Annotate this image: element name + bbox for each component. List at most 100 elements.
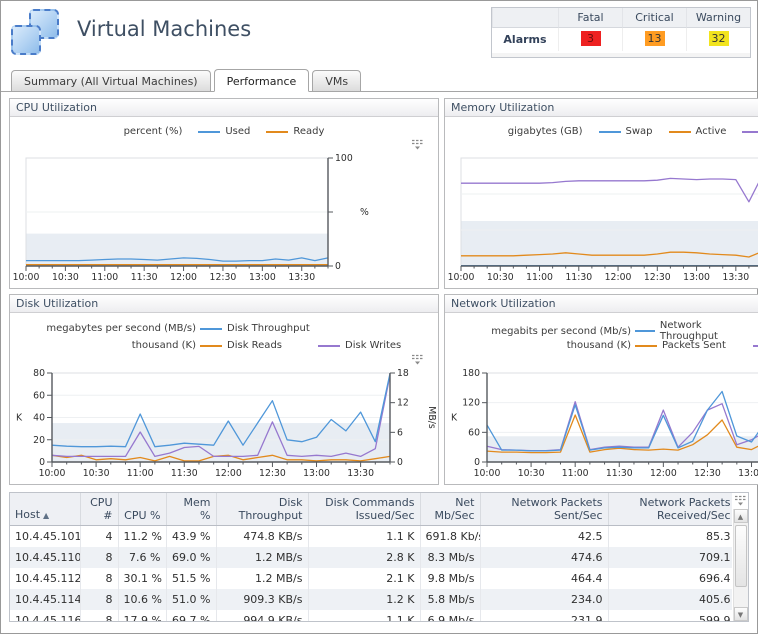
legend-swatch	[200, 344, 222, 347]
svg-text:10:30: 10:30	[487, 272, 514, 283]
column-header-host[interactable]: Host ▲	[10, 493, 81, 526]
alarms-row-label: Alarms	[503, 33, 547, 46]
table-cell: 8.3 Mb/s	[420, 546, 481, 568]
disk-utilization-chart: 10:00 10:30 11:00 11:30 12:00 12:30 13:00 13:30…	[12, 367, 437, 485]
warning-count-badge[interactable]: 32	[708, 31, 729, 46]
table-row[interactable]: 10.4.45.112 8 30.1 % 51.5 % 1.2 MB/s 2.1 K 9.8…	[10, 567, 732, 589]
legend-swatch	[668, 130, 691, 133]
legend-series-label: Ready	[293, 126, 325, 137]
svg-text:6: 6	[397, 427, 403, 438]
table-cell: 405.6	[608, 588, 732, 610]
chart-legend-row: percent (%) Used Ready	[10, 124, 438, 139]
table-cell: 9.8 Mb/s	[420, 567, 481, 589]
virtual-machines-icon	[11, 9, 61, 55]
column-header-disk-throughput[interactable]: Disk Throughput	[216, 493, 309, 526]
column-header-cpu-[interactable]: CPU %	[118, 493, 167, 526]
scrollbar-thumb[interactable]	[734, 525, 747, 587]
table-cell: 69.7 %	[166, 609, 217, 621]
svg-text:12:00: 12:00	[650, 468, 677, 479]
table-cell: 85.3	[608, 525, 732, 547]
svg-text:13:30: 13:30	[722, 272, 749, 283]
cpu-utilization-chart: 10:00 10:30 11:00 11:30 12:00 12:30 13:00 13:30…	[12, 152, 436, 289]
svg-text:13:00: 13:00	[683, 272, 710, 283]
legend-series-label: Disk Writes	[345, 340, 402, 351]
alarms-footer	[492, 51, 750, 57]
legend-swatch	[742, 130, 758, 133]
table-cell: 10.4.45.110	[10, 546, 81, 568]
tab-summary[interactable]: Summary (All Virtual Machines)	[11, 70, 211, 91]
alarms-corner-cell	[492, 8, 558, 28]
table-scrollbar[interactable]: ▲ ▼	[732, 509, 748, 621]
legend-swatch	[318, 344, 340, 347]
svg-text:11:30: 11:30	[565, 272, 592, 283]
svg-text:13:00: 13:00	[738, 468, 758, 479]
table-cell: 1.2 MB/s	[216, 567, 309, 589]
svg-text:60: 60	[33, 390, 45, 401]
hosts-table-container: Host ▲ CPU # CPU % Mem % Disk Throughput Disk …	[9, 492, 749, 622]
table-cell: 17.9 %	[118, 609, 167, 621]
scrollbar-track[interactable]	[734, 523, 748, 607]
column-header-label: CPU %	[124, 509, 161, 522]
column-header-cpu-[interactable]: CPU #	[80, 493, 119, 526]
tab-performance[interactable]: Performance	[213, 69, 310, 92]
legend-swatch	[198, 130, 221, 133]
sort-asc-icon: ▲	[43, 511, 50, 520]
svg-text:11:00: 11:00	[562, 468, 589, 479]
table-cell: 51.0 %	[166, 588, 217, 610]
chart-options-icon[interactable]	[411, 139, 424, 150]
alarms-col-fatal: Fatal	[558, 8, 622, 28]
column-header-net-mb-sec[interactable]: Net Mb/Sec	[420, 493, 481, 526]
table-cell: 5.8 Mb/s	[420, 588, 481, 610]
column-header-label: Network Packets Received/Sec	[639, 496, 731, 522]
table-cell: 10.6 %	[118, 588, 167, 610]
legend-series-label: Active	[695, 126, 727, 137]
critical-count-badge[interactable]: 13	[644, 31, 665, 46]
table-cell: 474.6	[480, 546, 609, 568]
column-header-network-packets-received-sec[interactable]: Network Packets Received/Sec	[608, 493, 732, 526]
svg-text:10:00: 10:00	[13, 272, 40, 283]
legend-swatch	[635, 344, 657, 347]
legend-entry: Disk Throughput	[200, 323, 310, 334]
table-cell: 909.3 KB/s	[216, 588, 309, 610]
table-cell: 691.8 Kb/s	[420, 525, 481, 547]
table-row[interactable]: 10.4.45.110 8 7.6 % 69.0 % 1.2 MB/s 2.8 K 8.3 …	[10, 546, 732, 568]
svg-text:11:00: 11:00	[127, 468, 154, 479]
charts-grid: CPU Utilization percent (%) Used Ready 10:…	[9, 98, 758, 485]
column-header-network-packets-sent-sec[interactable]: Network Packets Sent/Sec	[480, 493, 609, 526]
column-header-label: Mem %	[183, 496, 211, 522]
chart-legend-row: megabits per second (Mb/s) Network Throug…	[445, 320, 758, 342]
table-cell: 51.5 %	[166, 567, 217, 589]
alarms-col-warning: Warning	[686, 8, 750, 28]
tab-vms[interactable]: VMs	[312, 70, 362, 91]
svg-text:10:00: 10:00	[448, 272, 475, 283]
svg-text:60: 60	[468, 427, 480, 438]
chart-legend-row: thousand (K) Disk Reads Disk Writes	[10, 337, 438, 354]
svg-text:12: 12	[397, 398, 409, 409]
svg-text:MB/s: MB/s	[426, 406, 436, 429]
column-header-label: Net Mb/Sec	[434, 496, 475, 522]
legend-swatch	[200, 327, 222, 330]
scroll-up-button[interactable]: ▲	[733, 509, 748, 523]
legend-series-label: Packets Sent	[662, 340, 726, 351]
alarms-summary: Fatal Critical Warning Alarms 3 13 32	[491, 7, 751, 58]
table-options-icon[interactable]	[734, 495, 747, 509]
scroll-down-button[interactable]: ▼	[733, 607, 748, 621]
svg-text:11:30: 11:30	[171, 468, 198, 479]
svg-text:11:00: 11:00	[91, 272, 118, 283]
table-cell: 11.2 %	[118, 525, 167, 547]
chart-options-icon[interactable]	[411, 354, 424, 365]
svg-text:0: 0	[335, 261, 341, 272]
table-cell: 42.5	[480, 525, 609, 547]
column-header-label: Host	[15, 508, 41, 521]
svg-text:12:30: 12:30	[210, 272, 237, 283]
column-header-disk-commands-issued-sec[interactable]: Disk Commands Issued/Sec	[308, 493, 421, 526]
legend-entry: Active	[668, 126, 727, 137]
table-cell: 1.2 K	[308, 588, 421, 610]
svg-text:K: K	[16, 413, 23, 424]
fatal-count-badge[interactable]: 3	[580, 31, 601, 46]
column-header-mem-[interactable]: Mem %	[166, 493, 217, 526]
memory-utilization-chart: 10:00 10:30 11:00 11:30 12:00 12:30 13:00 13:30…	[447, 152, 758, 289]
